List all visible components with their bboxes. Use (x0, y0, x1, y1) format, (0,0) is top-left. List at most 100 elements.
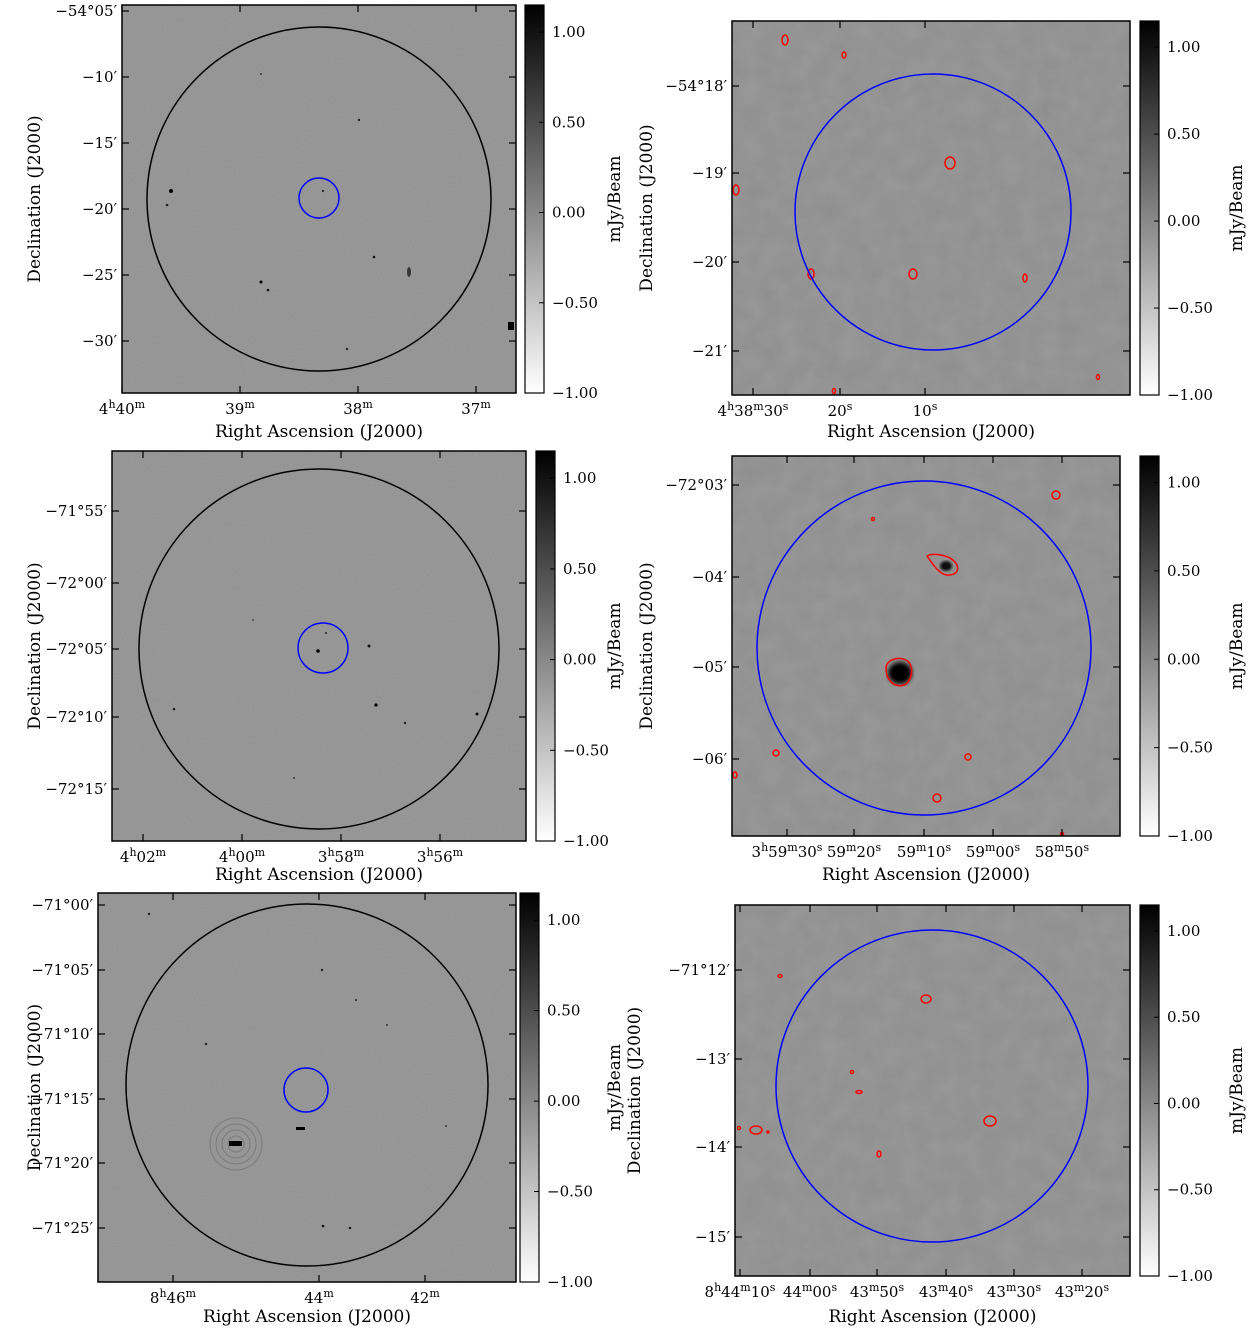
x-tick-label: 8h44m10s (705, 1281, 776, 1302)
panel-field-3 (97, 892, 517, 1283)
colorbar-tick-label: 0.00 (1167, 650, 1200, 668)
contour (732, 771, 738, 779)
colorbar-label: mJy/Beam (605, 602, 625, 689)
contour (1051, 490, 1061, 500)
colorbar-tick-label: −1.00 (1167, 386, 1213, 404)
colorbar: 1.00 0.50 0.00 −0.50 −1.00 mJy/Beam (524, 4, 625, 402)
contour (925, 553, 959, 576)
colorbar-tick-label: 1.00 (1167, 474, 1200, 492)
contour (736, 1125, 742, 1131)
field-circle (146, 26, 492, 372)
contour (983, 1115, 997, 1127)
source-dot (348, 1226, 352, 1230)
contour (841, 51, 847, 59)
axes-zoom-2: 3h59m30s 59m20s 59m10s 59m00s 58m50s −72°03′ −… (637, 455, 1247, 885)
y-axis-label: Declination (J2000) (25, 115, 45, 282)
panel-zoom-1 (731, 20, 1131, 396)
colorbar-tick-label: 1.00 (563, 469, 596, 487)
axes-layer: 4h40m 39m 38m 37m −54°05′ −10′ −15′ −20′ −25′ −30… (25, 2, 1247, 1327)
y-tick-label: −71°00′ (31, 896, 93, 914)
plot-frame (734, 904, 1131, 1277)
x-tick-label: 4h02m (120, 846, 167, 867)
source-dot (403, 721, 407, 725)
colorbar-gradient (535, 450, 556, 842)
axes-zoom-1: 4h38m30s 20s 10s −54°18′ −19′ −20′ −21′ Right A… (637, 20, 1247, 442)
colorbar-tick-label: 0.50 (552, 113, 585, 131)
field-circle (125, 903, 489, 1267)
colorbar-label: mJy/Beam (605, 155, 625, 242)
colorbar-gradient (1139, 455, 1160, 837)
colorbar-gradient (1139, 20, 1160, 396)
source-dot (475, 712, 479, 716)
plot-frame (731, 455, 1121, 837)
source-dot (259, 280, 263, 284)
y-axis-label: Declination (J2000) (25, 562, 45, 729)
source-dot (445, 1125, 447, 1127)
y-tick-label: −21′ (692, 342, 728, 360)
axes-zoom-3: 8h44m10s 44m00s 43m50s 43m40s 43m30s 43m20s −7… (625, 904, 1247, 1327)
contour (766, 1130, 770, 1134)
x-tick-label: 59m00s (966, 841, 1021, 862)
colorbar-gradient (1139, 904, 1160, 1277)
plot-frame (97, 892, 517, 1283)
panel-field-1 (121, 4, 517, 394)
zoom-circle (794, 73, 1072, 351)
contour (855, 1089, 863, 1095)
source-dot (147, 912, 151, 916)
source-dot (293, 777, 295, 779)
x-tick-label: 20s (828, 400, 853, 421)
contour (831, 387, 837, 395)
ring-artifact (209, 1117, 263, 1171)
panel-zoom-2 (731, 455, 1121, 837)
source-dot (169, 189, 173, 193)
colorbar-gradient (524, 4, 545, 394)
y-tick-label: −30′ (82, 332, 118, 350)
colorbar: 1.00 0.50 0.00 −0.50 −1.00 mJy/Beam (1139, 20, 1247, 404)
panel-field-2 (111, 450, 527, 842)
colorbar-tick-label: 1.00 (552, 23, 585, 41)
x-tick-label: 4h00m (219, 846, 266, 867)
y-tick-label: −72°10′ (45, 708, 107, 726)
colorbar: 1.00 0.50 0.00 −0.50 −1.00 mJy/Beam (1139, 904, 1247, 1285)
x-axis-label: Right Ascension (J2000) (822, 865, 1030, 885)
y-tick-label: −04′ (692, 568, 728, 586)
contour (932, 793, 942, 803)
colorbar-tick-label: −0.50 (552, 294, 598, 312)
y-tick-label: −20′ (692, 253, 728, 271)
bright-source (940, 561, 952, 571)
source-dot (316, 649, 320, 653)
y-tick-label: −72°03′ (665, 476, 727, 494)
source-dot (260, 73, 262, 75)
colorbar: 1.00 0.50 0.00 −0.50 −1.00 mJy/Beam (1139, 455, 1247, 845)
contour (781, 34, 789, 46)
x-tick-label: 3h59m30s (752, 841, 823, 862)
contour (920, 994, 932, 1004)
zoom-circle (756, 480, 1092, 816)
source-dot (407, 267, 411, 277)
contour (849, 1069, 855, 1075)
source-dot (165, 203, 169, 207)
source-dot (204, 1042, 208, 1046)
y-tick-label: −71°20′ (31, 1154, 93, 1172)
y-tick-label: −71°55′ (45, 502, 107, 520)
x-tick-label: 44m00s (783, 1281, 838, 1302)
colorbar-tick-label: 0.50 (1167, 125, 1200, 143)
contour (732, 184, 740, 196)
x-tick-label: 59m20s (827, 841, 882, 862)
x-tick-label: 39m (225, 398, 255, 419)
source-dot (325, 632, 327, 634)
colorbar-label: mJy/Beam (1227, 164, 1247, 251)
zoom-circle (775, 929, 1089, 1243)
contour (807, 268, 815, 280)
colorbar-tick-label: −1.00 (1167, 827, 1213, 845)
zoom-circle (297, 622, 349, 674)
x-tick-label: 43m20s (1055, 1281, 1110, 1302)
y-axis-label: Declination (J2000) (25, 1004, 45, 1171)
source-dot (386, 1024, 388, 1026)
x-tick-label: 58m50s (1035, 841, 1090, 862)
y-tick-label: −71°15′ (31, 1090, 93, 1108)
y-tick-label: −71°12′ (668, 961, 730, 979)
contour (870, 516, 876, 522)
contour (1095, 373, 1101, 381)
colorbar-label: mJy/Beam (1227, 602, 1247, 689)
